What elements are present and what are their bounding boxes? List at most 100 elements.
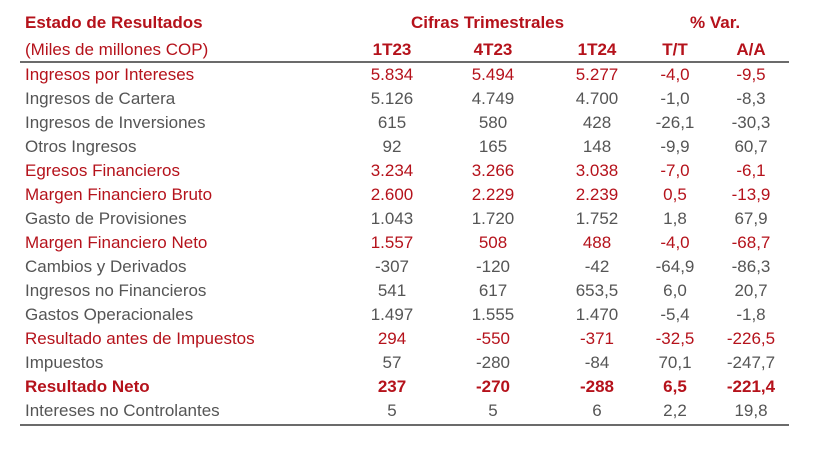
- row-label: Ingresos no Financieros: [25, 281, 207, 300]
- row-value: -4,0: [660, 65, 690, 84]
- row-value: 428: [582, 113, 612, 132]
- row-value: 5.834: [370, 65, 414, 84]
- row-label: Ingresos de Cartera: [25, 89, 176, 108]
- row-value: 6,0: [663, 281, 687, 300]
- row-value: 541: [377, 281, 407, 300]
- row-value: -120: [475, 257, 511, 276]
- row-value: -6,1: [736, 161, 766, 180]
- table-row: Egresos Financieros 3.234 3.266 3.038 -7,0 -6…: [0, 159, 813, 183]
- row-value: 2,2: [663, 401, 687, 420]
- row-value: 92: [382, 137, 402, 156]
- table-row: Gasto de Provisiones 1.043 1.720 1.752 1,8 67…: [0, 207, 813, 231]
- row-value: 4.700: [575, 89, 619, 108]
- column-header-aa: A/A: [736, 40, 766, 59]
- row-value: -9,9: [660, 137, 690, 156]
- row-value: 1,8: [663, 209, 687, 228]
- row-value: -226,5: [726, 329, 776, 348]
- row-value: 3.234: [370, 161, 414, 180]
- row-value: 5.494: [471, 65, 515, 84]
- row-label: Gasto de Provisiones: [25, 209, 187, 228]
- row-value: 6,5: [663, 377, 687, 396]
- table-row: Gastos Operacionales 1.497 1.555 1.470 -5,4 -…: [0, 303, 813, 327]
- row-value: -42: [584, 257, 610, 276]
- row-value: 5.277: [575, 65, 619, 84]
- row-value: -32,5: [655, 329, 695, 348]
- row-label: Ingresos de Inversiones: [25, 113, 206, 132]
- column-header-1t23: 1T23: [372, 40, 412, 59]
- table-row: Ingresos no Financieros 541 617 653,5 6,0 20,…: [0, 279, 813, 303]
- table-row: Ingresos por Intereses 5.834 5.494 5.277 -4,…: [0, 63, 813, 87]
- table-row: Impuestos 57 -280 -84 70,1 -247,7: [0, 351, 813, 375]
- row-value: 1.555: [471, 305, 515, 324]
- row-value: 653,5: [575, 281, 619, 300]
- row-value: 3.266: [471, 161, 515, 180]
- row-label: Resultado Neto: [25, 377, 150, 396]
- row-value: 165: [478, 137, 508, 156]
- row-value: 615: [377, 113, 407, 132]
- row-value: -1,0: [660, 89, 690, 108]
- row-value: 5.126: [370, 89, 414, 108]
- row-value: -270: [475, 377, 511, 396]
- row-label: Impuestos: [25, 353, 104, 372]
- column-header-tt: T/T: [662, 40, 688, 59]
- table-row: Margen Financiero Bruto 2.600 2.229 2.239 0,…: [0, 183, 813, 207]
- row-value: 19,8: [734, 401, 768, 420]
- row-value: 580: [478, 113, 508, 132]
- row-value: 60,7: [734, 137, 768, 156]
- row-value: -221,4: [726, 377, 776, 396]
- row-value: -371: [579, 329, 615, 348]
- row-value: -5,4: [660, 305, 690, 324]
- row-value: -8,3: [736, 89, 766, 108]
- row-value: 4.749: [471, 89, 515, 108]
- row-value: 1.470: [575, 305, 619, 324]
- row-value: 294: [377, 329, 407, 348]
- row-label: Ingresos por Intereses: [25, 65, 195, 84]
- row-label: Otros Ingresos: [25, 137, 137, 156]
- row-value: -64,9: [655, 257, 695, 276]
- row-value: 2.239: [575, 185, 619, 204]
- row-value: 57: [382, 353, 402, 372]
- row-value: 1.752: [575, 209, 619, 228]
- row-value: 237: [377, 377, 407, 396]
- row-value: -307: [374, 257, 410, 276]
- row-value: 2.229: [471, 185, 515, 204]
- table-row: Resultado Neto 237 -270 -288 6,5 -221,4: [0, 375, 813, 399]
- row-label: Cambios y Derivados: [25, 257, 187, 276]
- row-value: 2.600: [370, 185, 414, 204]
- row-label: Gastos Operacionales: [25, 305, 194, 324]
- row-value: 1.043: [370, 209, 414, 228]
- row-label: Resultado antes de Impuestos: [25, 329, 255, 348]
- row-value: 3.038: [575, 161, 619, 180]
- row-value: -68,7: [731, 233, 771, 252]
- row-value: 617: [478, 281, 508, 300]
- table-row: Margen Financiero Neto 1.557 508 488 -4,0 -68…: [0, 231, 813, 255]
- footer-rule: [20, 424, 789, 426]
- row-value: 1.497: [370, 305, 414, 324]
- row-value: -26,1: [655, 113, 695, 132]
- row-value: 148: [582, 137, 612, 156]
- row-value: -288: [579, 377, 615, 396]
- row-value: 1.557: [370, 233, 414, 252]
- table-row: Cambios y Derivados -307 -120 -42 -64,9 -86,3: [0, 255, 813, 279]
- units-label: (Miles de millones COP): [25, 40, 209, 59]
- row-label: Intereses no Controlantes: [25, 401, 220, 420]
- row-value: 5: [387, 401, 397, 420]
- row-value: -1,8: [736, 305, 766, 324]
- row-value: -84: [584, 353, 610, 372]
- table-row: Resultado antes de Impuestos 294 -550 -371 -…: [0, 327, 813, 351]
- column-header-4t23: 4T23: [473, 40, 513, 59]
- row-value: 70,1: [658, 353, 692, 372]
- row-value: 5: [488, 401, 498, 420]
- table-row: Otros Ingresos 92 165 148 -9,9 60,7: [0, 135, 813, 159]
- row-value: -280: [475, 353, 511, 372]
- row-value: -86,3: [731, 257, 771, 276]
- row-value: -550: [475, 329, 511, 348]
- row-value: 20,7: [734, 281, 768, 300]
- table-title: Estado de Resultados: [25, 13, 203, 32]
- quarterly-figures-header: Cifras Trimestrales: [411, 13, 565, 32]
- row-value: 508: [478, 233, 508, 252]
- variation-header: % Var.: [690, 13, 741, 32]
- row-label: Margen Financiero Bruto: [25, 185, 213, 204]
- row-value: -4,0: [660, 233, 690, 252]
